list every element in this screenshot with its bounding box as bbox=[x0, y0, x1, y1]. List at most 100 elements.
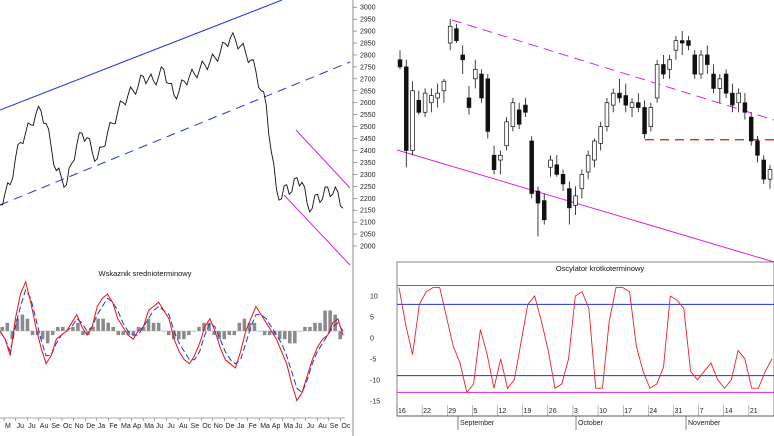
candle-body bbox=[542, 200, 547, 221]
histogram-bar bbox=[20, 314, 25, 331]
x-tick-label: Ju bbox=[167, 423, 175, 430]
x-tick-label: Se bbox=[51, 423, 60, 430]
short-term-oscillator-chart: Oscylator krotkoterminowy bbox=[396, 261, 774, 417]
histogram-bar bbox=[106, 322, 110, 331]
y-tick-label: 2400 bbox=[360, 148, 376, 155]
x-tick-label: No bbox=[214, 423, 223, 430]
x-tick-label: 7 bbox=[700, 408, 704, 415]
month-label: September bbox=[460, 420, 495, 427]
candle-body bbox=[717, 78, 723, 89]
histogram-bar bbox=[40, 331, 45, 340]
x-tick-label: Ju bbox=[295, 423, 303, 430]
candle-body bbox=[573, 195, 578, 206]
y-tick-label: 10 bbox=[370, 293, 378, 300]
x-tick-label: Au bbox=[40, 423, 49, 430]
histogram-bar bbox=[333, 314, 337, 331]
histogram-bar bbox=[177, 331, 181, 340]
candle-body bbox=[510, 102, 516, 127]
candle-body bbox=[661, 64, 666, 75]
price-series-line bbox=[0, 31, 344, 213]
y-tick-label: -5 bbox=[370, 356, 376, 363]
y-tick-label: 2450 bbox=[360, 136, 376, 143]
y-tick-label: 2250 bbox=[360, 184, 376, 191]
y-tick-label: 0 bbox=[370, 335, 374, 342]
histogram-bar bbox=[126, 331, 131, 336]
oscillator-title: Oscylator krotkoterminowy bbox=[556, 264, 645, 273]
histogram-bar bbox=[277, 331, 282, 340]
y-tick-label: -15 bbox=[370, 398, 380, 405]
candle-body bbox=[447, 25, 453, 44]
y-tick-label: 2050 bbox=[360, 232, 376, 239]
candle-body bbox=[491, 154, 497, 170]
histogram-bar bbox=[217, 331, 221, 340]
candle-body bbox=[416, 99, 422, 113]
x-tick-label: 5 bbox=[473, 408, 477, 415]
upper-falling-line bbox=[451, 19, 774, 121]
x-tick-label: 16 bbox=[398, 408, 406, 415]
histogram-bar bbox=[242, 318, 247, 331]
x-tick-label: 19 bbox=[524, 408, 532, 415]
histogram-bar bbox=[151, 322, 156, 331]
candle-body bbox=[516, 109, 522, 125]
x-tick-label: Se bbox=[191, 423, 200, 430]
histogram-bar bbox=[166, 331, 171, 336]
short-term-candlestick-chart bbox=[396, 19, 774, 263]
candle-body bbox=[460, 54, 465, 61]
histogram-bar bbox=[232, 331, 237, 336]
y-tick-label: 2150 bbox=[360, 208, 376, 215]
candle-body bbox=[767, 169, 773, 180]
histogram-bar bbox=[338, 331, 342, 340]
y-tick-label: 2800 bbox=[360, 52, 376, 59]
histogram-bar bbox=[121, 331, 126, 336]
histogram-bar bbox=[96, 318, 100, 331]
histogram-bar bbox=[207, 322, 211, 331]
x-tick-label: Ja bbox=[98, 423, 106, 430]
x-tick-label: No bbox=[75, 423, 84, 430]
histogram-bar bbox=[267, 331, 272, 336]
candle-body bbox=[548, 159, 553, 168]
histogram-bar bbox=[45, 331, 50, 344]
candle-body bbox=[629, 102, 635, 108]
histogram-bar bbox=[227, 331, 232, 336]
candle-body bbox=[711, 73, 716, 89]
histogram-bar bbox=[15, 318, 20, 331]
histogram-bar bbox=[313, 322, 317, 331]
histogram-bar bbox=[136, 326, 141, 331]
histogram-bar bbox=[323, 310, 327, 331]
candle-body bbox=[648, 107, 654, 127]
long-term-x-axis: M Ju Ju Au Se Oc No De Ja Fe Ma Ap Ma Ju Ju Au Se Oc No De J… bbox=[0, 417, 351, 430]
candle-body bbox=[705, 54, 710, 65]
signal-line bbox=[0, 288, 344, 394]
candle-body bbox=[504, 121, 509, 147]
x-tick-label: 26 bbox=[549, 408, 557, 415]
y-tick-label: -10 bbox=[370, 377, 380, 384]
candle-body bbox=[579, 174, 585, 190]
candle-body bbox=[617, 92, 622, 99]
oscillator-y-axis: 10 5 0 -5 -10 -15 bbox=[370, 293, 380, 405]
x-tick-label: Ma bbox=[144, 423, 154, 430]
y-tick-label: 3000 bbox=[360, 5, 376, 12]
histogram-bar bbox=[202, 322, 206, 331]
indicator-title: Wskaznik srednioterminowy bbox=[99, 269, 192, 278]
medium-term-indicator-chart: Wskaznik srednioterminowy bbox=[0, 269, 345, 402]
y-tick-label: 2100 bbox=[360, 220, 376, 227]
histogram-bar bbox=[262, 331, 267, 336]
x-tick-label: 12 bbox=[499, 408, 507, 415]
histogram-bar bbox=[172, 331, 176, 340]
y-tick-label: 2700 bbox=[360, 76, 376, 83]
histogram-bar bbox=[55, 326, 60, 331]
histogram-bar bbox=[141, 326, 146, 331]
x-tick-label: Ap bbox=[272, 423, 281, 430]
price-y-axis: 3000 2950 2900 2850 2800 2750 2700 2650 2600 2550… bbox=[353, 5, 376, 251]
histogram-bar bbox=[146, 318, 151, 331]
y-tick-label: 2750 bbox=[360, 64, 376, 71]
y-tick-label: 2300 bbox=[360, 172, 376, 179]
y-tick-label: 2600 bbox=[360, 100, 376, 107]
candle-body bbox=[592, 140, 597, 161]
candle-body bbox=[535, 190, 541, 204]
y-tick-label: 2950 bbox=[360, 17, 376, 24]
x-tick-label: 17 bbox=[624, 408, 632, 415]
histogram-bar bbox=[328, 310, 332, 331]
histogram-bar bbox=[318, 322, 322, 331]
x-tick-label: Ju bbox=[156, 423, 164, 430]
